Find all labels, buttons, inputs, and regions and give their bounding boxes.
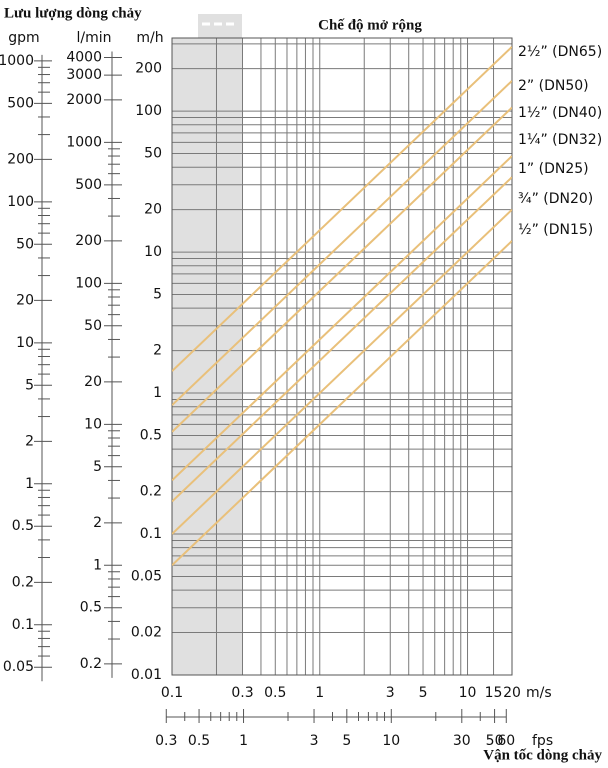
y-tick-label: 1 (153, 385, 162, 401)
x-tick-label: 5 (419, 685, 428, 701)
fps-tick-label: 3 (310, 733, 319, 749)
y-tick-label: 0.5 (140, 427, 162, 443)
x-tick-label: 1 (315, 685, 324, 701)
fps-tick-label: 30 (453, 733, 471, 749)
x-axis-title: Vận tốc dòng chảy (483, 747, 602, 763)
gpm-tick-label: 1000 (0, 53, 34, 69)
lmin-tick-label: 3000 (66, 67, 102, 83)
fps-tick-label: 5 (342, 733, 351, 749)
gpm-tick-label: 0.1 (12, 617, 34, 633)
y-tick-label: 0.2 (140, 484, 162, 500)
extended-mode-region (172, 38, 243, 675)
gpm-tick-label: 0.5 (12, 518, 34, 534)
legend-entry: 2½” (DN65) (518, 44, 602, 60)
y-tick-label: 0.1 (140, 526, 162, 542)
series-group (172, 46, 512, 567)
x-tick-label: 20 (503, 685, 521, 701)
plot-frame (171, 37, 513, 676)
lmin-unit: l/min (76, 30, 111, 46)
legend-entry: 1½” (DN40) (518, 105, 602, 121)
y-unit: m/h (136, 30, 163, 46)
y-tick-label: 10 (144, 244, 162, 260)
y-tick-label: 0.01 (131, 667, 162, 683)
gpm-tick-label: 500 (7, 95, 34, 111)
gpm-unit: gpm (8, 30, 39, 46)
fps-tick-label: 1 (239, 733, 248, 749)
y-tick-label: 200 (135, 61, 162, 77)
x-tick-label: 15 (485, 685, 503, 701)
lmin-tick-label: 0.2 (80, 656, 102, 672)
gpm-tick-label: 2 (25, 433, 34, 449)
lmin-tick-label: 10 (84, 416, 102, 432)
y-tick-label: 5 (153, 287, 162, 303)
pipe-line (172, 155, 512, 482)
gpm-tick-label: 50 (16, 236, 34, 252)
gpm-tick-label: 0.2 (12, 574, 34, 590)
gpm-tick-label: 5 (25, 377, 34, 393)
fps-unit: fps (532, 733, 553, 749)
y-tick-label: 0.05 (131, 568, 162, 584)
pipe-line (172, 106, 512, 433)
fps-tick-label: 0.3 (155, 733, 177, 749)
x-tick-label: 0.5 (264, 685, 286, 701)
y-tick-label: 50 (144, 146, 162, 162)
fps-tick-label: 60 (497, 733, 515, 749)
lmin-tick-label: 50 (84, 318, 102, 334)
y-tick-label: 0.02 (131, 625, 162, 641)
lmin-tick-label: 5 (93, 459, 102, 475)
legend-entry: 1” (DN25) (518, 161, 589, 177)
pipe-line (172, 240, 512, 567)
pipe-line (172, 80, 512, 406)
fps-tick-label: 50 (486, 733, 504, 749)
pipe-line (172, 46, 512, 372)
lmin-tick-label: 200 (75, 233, 102, 249)
legend-entry: 2” (DN50) (518, 78, 589, 94)
gpm-tick-label: 200 (7, 151, 34, 167)
lmin-tick-label: 20 (84, 374, 102, 390)
pipe-line (172, 176, 512, 503)
legend-entry: ½” (DN15) (518, 222, 593, 238)
y-tick-label: 2 (153, 343, 162, 359)
gpm-tick-label: 100 (7, 194, 34, 210)
lmin-tick-label: 2000 (66, 92, 102, 108)
x-tick-label: 0.1 (161, 685, 183, 701)
legend-entry: 1¼” (DN32) (518, 132, 602, 148)
legend-label: Chế độ mở rộng (318, 17, 422, 33)
lmin-tick-label: 0.5 (80, 600, 102, 616)
gpm-tick-label: 0.05 (3, 659, 34, 675)
x-unit: m/s (526, 685, 552, 701)
gpm-tick-label: 20 (16, 292, 34, 308)
x-tick-label: 10 (459, 685, 477, 701)
lmin-tick-label: 100 (75, 275, 102, 291)
lmin-tick-label: 1000 (66, 134, 102, 150)
lmin-tick-label: 500 (75, 177, 102, 193)
lmin-tick-label: 1 (93, 557, 102, 573)
legend-box (198, 14, 242, 38)
lmin-tick-label: 2 (93, 515, 102, 531)
pipe-line (172, 208, 512, 535)
y-axis-title: Lưu lượng dòng chảy (4, 5, 142, 21)
fps-tick-label: 0.5 (188, 733, 210, 749)
x-tick-label: 0.3 (231, 685, 253, 701)
y-tick-label: 100 (135, 103, 162, 119)
gpm-tick-label: 1 (25, 476, 34, 492)
x-tick-label: 3 (386, 685, 395, 701)
gpm-tick-label: 10 (16, 335, 34, 351)
legend-entry: ¾” (DN20) (518, 191, 593, 207)
lmin-tick-label: 4000 (66, 49, 102, 65)
fps-tick-label: 10 (382, 733, 400, 749)
y-tick-label: 20 (144, 202, 162, 218)
